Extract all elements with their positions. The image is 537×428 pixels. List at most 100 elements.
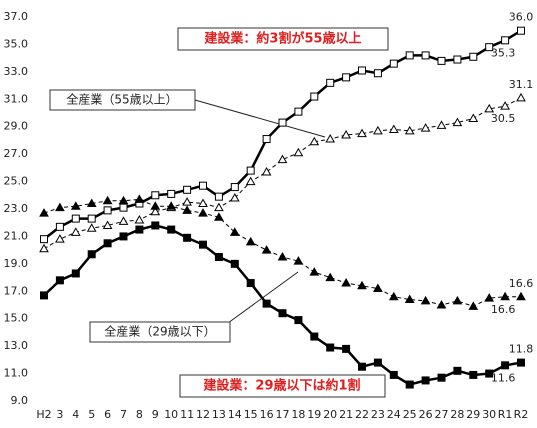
x-tick-label: 11 xyxy=(180,408,194,421)
data-label: 16.6 xyxy=(491,303,516,316)
marker xyxy=(70,201,81,210)
data-label: 30.5 xyxy=(491,112,516,125)
marker xyxy=(86,198,97,208)
marker xyxy=(388,124,399,133)
marker xyxy=(373,358,382,367)
marker xyxy=(167,225,176,234)
x-tick-label: 30 xyxy=(482,408,496,421)
marker xyxy=(278,118,287,127)
x-tick-label: 9 xyxy=(152,408,159,421)
x-tick-label: 18 xyxy=(291,408,305,421)
x-tick-label: 13 xyxy=(212,408,226,421)
marker xyxy=(102,220,113,229)
marker xyxy=(87,214,96,223)
marker xyxy=(405,380,414,389)
marker xyxy=(452,295,463,305)
marker xyxy=(421,376,430,385)
marker xyxy=(214,212,224,221)
annotation-box xyxy=(177,27,389,51)
marker xyxy=(516,291,526,301)
marker xyxy=(199,181,207,190)
annotation-box xyxy=(49,89,196,111)
marker xyxy=(70,227,81,236)
marker xyxy=(388,291,399,301)
marker xyxy=(55,222,64,231)
y-tick-label: 27.0 xyxy=(4,147,29,160)
data-label: 35.3 xyxy=(491,46,516,59)
marker xyxy=(309,136,320,146)
marker xyxy=(86,223,97,232)
y-tick-label: 23.0 xyxy=(4,202,29,215)
marker xyxy=(103,206,112,215)
data-label: 36.0 xyxy=(509,11,534,24)
x-tick-label: 21 xyxy=(339,408,353,421)
marker xyxy=(277,154,288,164)
data-label: 11.8 xyxy=(509,343,534,356)
y-tick-label: 33.0 xyxy=(4,65,29,78)
x-tick-label: 4 xyxy=(72,408,79,421)
marker xyxy=(500,291,510,301)
marker xyxy=(55,276,64,285)
data-label: 11.6 xyxy=(491,371,516,384)
x-tick-label: 5 xyxy=(88,408,95,421)
marker xyxy=(373,283,383,293)
marker xyxy=(326,343,335,352)
marker xyxy=(501,36,510,45)
annotation-box xyxy=(89,321,231,343)
x-tick-label: 8 xyxy=(136,408,143,421)
marker xyxy=(484,293,495,302)
marker xyxy=(166,201,177,210)
marker xyxy=(469,52,478,61)
y-tick-label: 11.0 xyxy=(4,367,29,380)
marker xyxy=(405,51,414,60)
x-tick-label: 23 xyxy=(371,408,385,421)
marker xyxy=(183,185,192,194)
y-tick-label: 21.0 xyxy=(4,229,29,242)
marker xyxy=(39,243,49,253)
marker xyxy=(182,197,192,206)
marker xyxy=(294,107,303,116)
marker xyxy=(87,250,96,259)
marker xyxy=(341,129,351,139)
marker xyxy=(119,232,128,241)
marker xyxy=(501,361,510,370)
marker xyxy=(71,269,80,278)
marker xyxy=(453,55,462,64)
marker xyxy=(261,245,272,254)
marker xyxy=(342,344,351,353)
y-tick-label: 25.0 xyxy=(4,175,29,188)
marker xyxy=(310,92,319,101)
marker xyxy=(485,43,494,52)
x-tick-label: R2 xyxy=(514,408,529,421)
annotation-box xyxy=(179,374,386,398)
marker xyxy=(134,194,145,203)
marker xyxy=(326,78,335,87)
y-tick-label: 17.0 xyxy=(4,284,29,297)
marker xyxy=(199,240,207,249)
marker xyxy=(229,227,240,236)
marker xyxy=(151,221,160,230)
marker xyxy=(261,166,272,176)
marker xyxy=(262,135,271,144)
marker xyxy=(245,236,256,246)
x-tick-label: 28 xyxy=(450,408,464,421)
marker xyxy=(310,332,319,341)
annotation: 全産業（29歳以下） xyxy=(104,324,215,339)
marker xyxy=(404,294,415,304)
marker xyxy=(294,316,303,325)
marker xyxy=(485,369,494,378)
marker xyxy=(342,73,351,82)
x-tick-label: 19 xyxy=(307,408,321,421)
marker xyxy=(278,309,287,318)
marker xyxy=(198,208,208,217)
x-tick-label: 20 xyxy=(323,408,337,421)
marker xyxy=(500,101,510,110)
marker xyxy=(293,147,304,157)
x-tick-label: 6 xyxy=(104,408,111,421)
x-tick-label: 24 xyxy=(387,408,401,421)
x-tick-label: 27 xyxy=(435,408,449,421)
marker xyxy=(118,216,129,225)
annotation: 全産業（55歳以上） xyxy=(66,92,177,107)
marker xyxy=(389,59,398,68)
marker xyxy=(214,192,223,201)
